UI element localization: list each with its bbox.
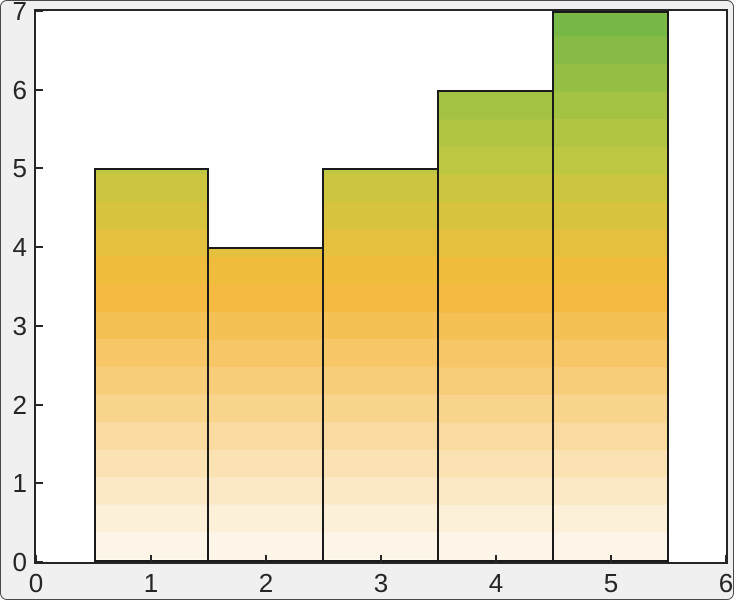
bar-x5 bbox=[551, 11, 669, 562]
y-tick-label-1: 1 bbox=[12, 468, 27, 499]
y-tick-label-6: 6 bbox=[12, 74, 27, 105]
x-tick-mark bbox=[495, 555, 497, 562]
x-tick-label-1: 1 bbox=[143, 568, 159, 598]
y-tick-mark bbox=[36, 324, 43, 327]
y-tick-mark bbox=[36, 482, 43, 485]
y-tick-label-5: 5 bbox=[12, 153, 27, 184]
y-tick-mark bbox=[36, 561, 43, 563]
x-tick-mark bbox=[380, 555, 382, 562]
y-tick-mark bbox=[36, 10, 43, 12]
y-tick-mark bbox=[36, 167, 43, 170]
bars-layer bbox=[36, 11, 726, 562]
y-tick-label-7: 7 bbox=[12, 0, 27, 26]
y-tick-mark bbox=[36, 403, 43, 406]
bar-x2 bbox=[206, 247, 324, 562]
y-tick-label-0: 0 bbox=[12, 547, 27, 577]
y-tick-label-2: 2 bbox=[12, 389, 27, 420]
x-tick-label-3: 3 bbox=[373, 568, 389, 598]
y-tick-mark bbox=[36, 88, 43, 91]
y-tick-label-4: 4 bbox=[12, 232, 27, 263]
x-tick-mark bbox=[265, 555, 267, 562]
x-tick-mark bbox=[150, 555, 152, 562]
bar-x3 bbox=[321, 168, 439, 562]
x-tick-mark bbox=[35, 555, 37, 562]
x-tick-label-5: 5 bbox=[603, 568, 619, 598]
bar-x1 bbox=[93, 168, 209, 562]
x-tick-label-0: 0 bbox=[28, 568, 44, 598]
plot-area bbox=[34, 9, 728, 564]
x-tick-label-2: 2 bbox=[258, 568, 274, 598]
x-tick-label-6: 6 bbox=[718, 568, 734, 598]
x-tick-label-4: 4 bbox=[488, 568, 504, 598]
x-tick-mark bbox=[610, 555, 612, 562]
x-tick-mark bbox=[725, 555, 727, 562]
y-tick-label-3: 3 bbox=[12, 310, 27, 341]
y-tick-mark bbox=[36, 246, 43, 249]
bar-x4 bbox=[436, 89, 554, 562]
